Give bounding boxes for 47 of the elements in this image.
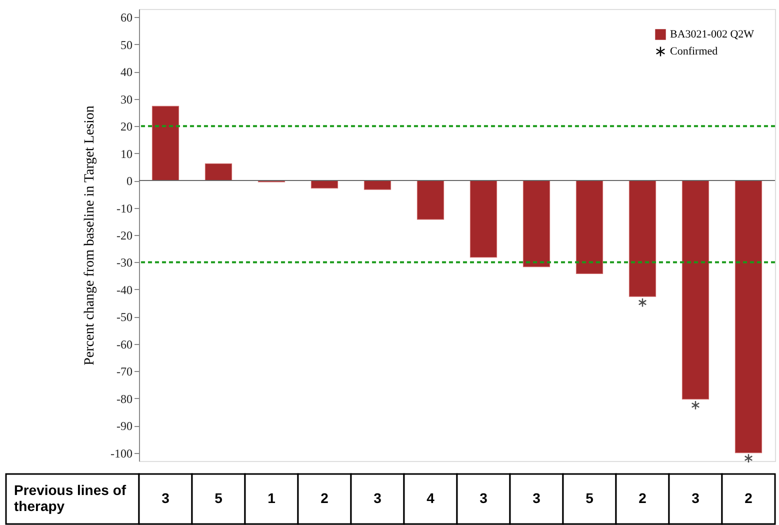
bar [364,180,392,190]
x-tick-label: 5 [214,490,223,506]
x-tick-label: 2 [638,490,647,506]
x-tick-label: 2 [744,490,753,506]
bar [470,180,498,258]
x-tick-label: 2 [320,490,329,506]
y-tick-label: 0 [126,174,132,188]
bar [682,180,710,400]
y-tick-label: -50 [116,310,132,324]
y-tick-label: -40 [116,282,132,297]
y-tick-label: 10 [120,146,132,161]
y-tick-label: -30 [116,256,132,270]
x-tick-label: 1 [268,490,276,506]
x-axis-title: Previous lines of therapy [14,482,126,514]
x-tick-label: 3 [162,490,170,506]
bar [576,180,604,274]
bar [628,180,656,297]
legend-label: Confirmed [670,46,718,58]
bar [416,180,444,220]
y-tick-label: -90 [116,419,132,434]
y-tick-label: -100 [110,446,132,460]
bar [310,180,338,188]
x-tick-label: 3 [692,490,700,506]
y-tick-label: 40 [120,65,132,80]
point [691,400,700,410]
y-tick-label: -80 [116,392,132,406]
y-tick-label: 30 [120,92,132,106]
y-tick-label: -20 [116,228,132,242]
bar [152,106,180,181]
legend-label: BA3021-002 Q2W [670,28,755,40]
y-tick-label: 60 [120,10,132,25]
x-tick-label: 5 [586,490,594,506]
y-tick-label: -60 [116,337,132,352]
y-tick-label: 50 [120,38,132,52]
x-tick-label: 4 [426,490,435,506]
point [744,453,753,464]
x-tick-label: 3 [480,490,488,506]
y-axis-title: Percent change from baseline in Target Lesion [82,106,98,366]
x-tick-label: 3 [374,490,382,506]
bar [734,180,762,454]
y-tick-label: -10 [116,201,132,216]
x-tick-label: 3 [532,490,541,506]
bar [522,180,550,268]
y-tick-label: 20 [120,120,132,134]
bar [204,163,232,181]
point [638,298,647,308]
y-tick-label: -70 [116,364,132,379]
